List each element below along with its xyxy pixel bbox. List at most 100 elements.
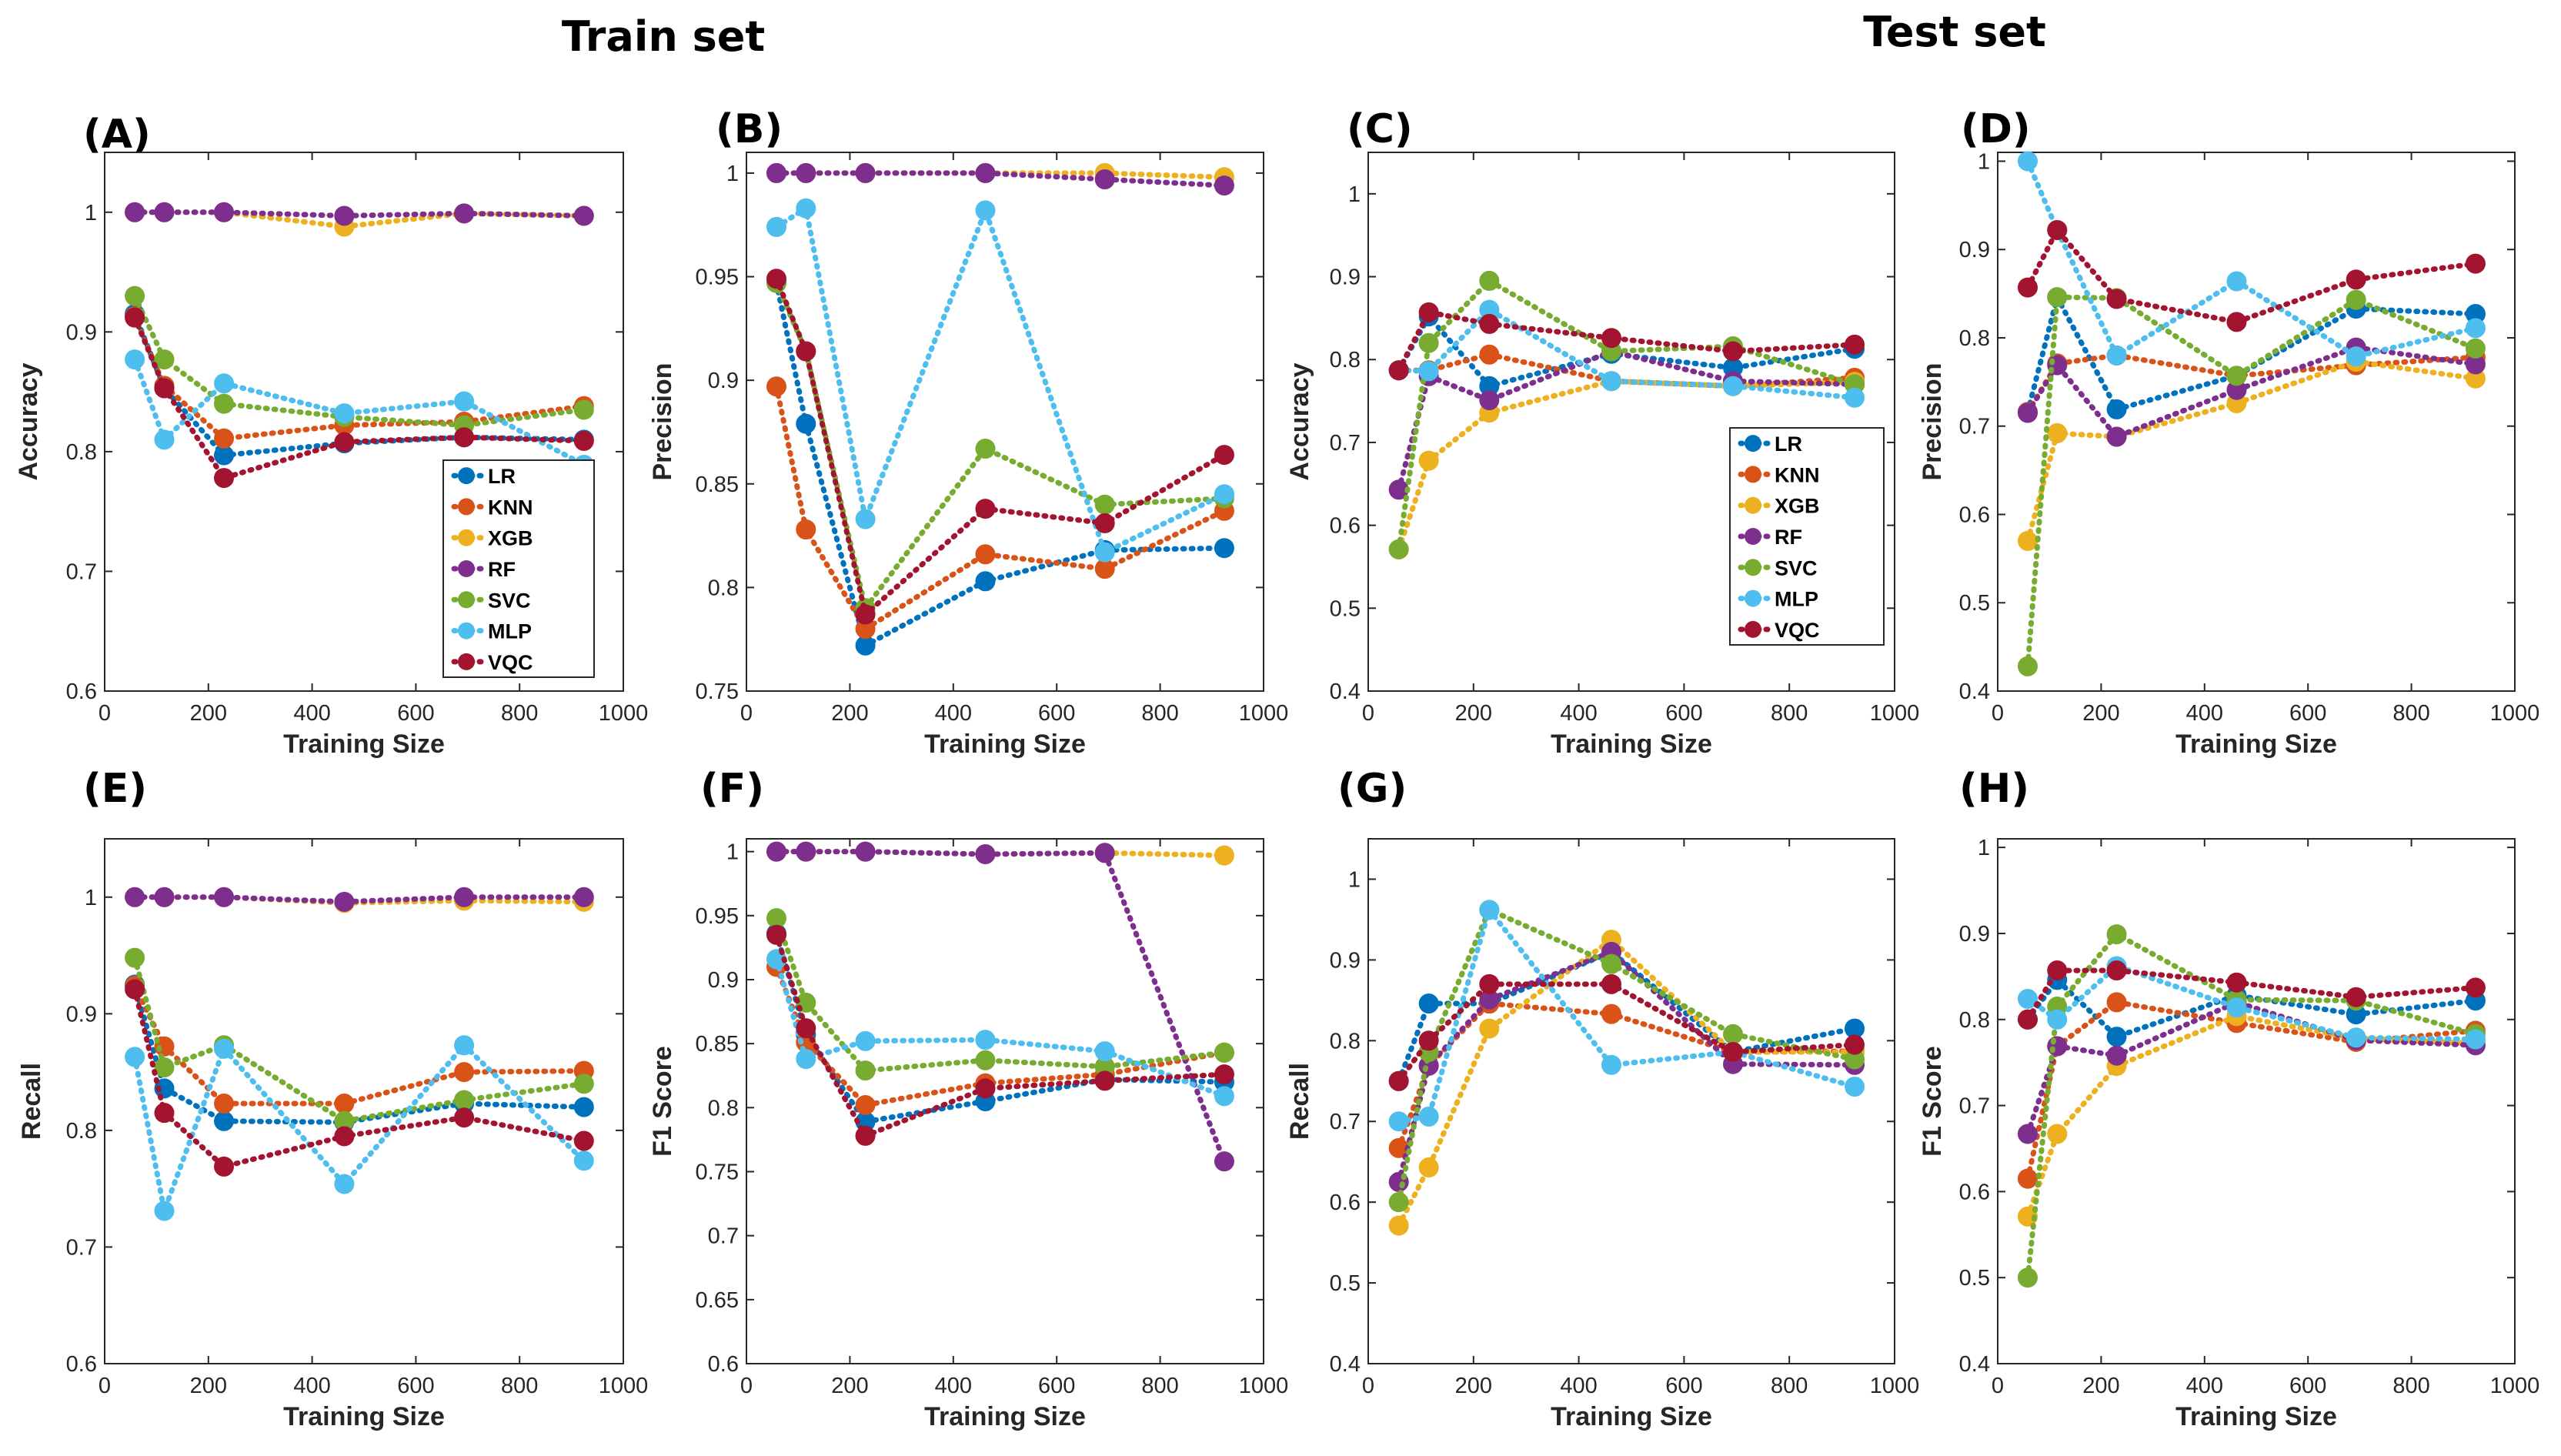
data-point [2017,151,2038,172]
y-tick-label: 0.9 [66,1002,97,1027]
plot-frame [1997,838,2516,1364]
legend-marker [458,467,475,485]
data-point [2226,366,2247,386]
data-point [214,468,235,489]
data-point [154,429,175,450]
series-line [132,981,587,1125]
data-point [1418,302,1439,322]
data-point [2346,1027,2366,1048]
y-tick-label: 1 [85,201,97,225]
data-point [1845,1077,1865,1097]
y-tick-label: 1 [1348,867,1361,892]
x-axis-label: Training Size [1551,1402,1712,1431]
data-point [2346,346,2366,367]
y-tick-label: 0.95 [696,265,739,290]
series-line [1396,1000,1858,1151]
y-tick-label: 0.9 [708,369,739,393]
series-knn [2017,992,2486,1189]
train-set-title: Train set [562,12,765,61]
legend-marker [1745,496,1761,514]
x-tick-label: 800 [2392,1374,2429,1398]
y-tick-label: 0.8 [1330,1029,1361,1054]
series-svc [766,272,1234,619]
data-point [573,1150,594,1171]
legend-entry: XGB [1775,495,1820,518]
series-rf [125,887,594,912]
legend-marker [458,653,475,670]
data-point [454,887,475,907]
y-tick-label: 0.6 [708,1352,739,1377]
data-point [1094,542,1115,563]
legend-entry: XGB [488,527,533,550]
series-xgb [125,887,594,913]
legend-entry: MLP [488,620,532,643]
y-tick-label: 0.9 [66,320,97,345]
legend-entry: LR [1775,432,1802,456]
series-mlp [1388,299,1865,408]
series-vqc [2017,219,2486,332]
x-tick-label: 200 [831,701,868,726]
series-svc [1388,900,1865,1213]
data-point [1601,328,1622,349]
x-tick-label: 1000 [1870,701,1920,726]
data-point [2346,987,2366,1007]
data-point [214,1094,235,1114]
x-tick-label: 0 [98,1374,111,1398]
data-point [154,202,175,222]
data-point [1479,900,1500,920]
panel-d: (D) 0 200 400 600 800 1000 0.4 0.5 0.6 0.7 0.8 0.9 1 T… [1918,106,2539,759]
x-tick-label: 600 [1665,1374,1702,1398]
panel-label: (H) [1959,766,2029,812]
data-point [1094,1070,1115,1091]
data-point [125,1047,145,1067]
y-tick-label: 0.6 [66,680,97,704]
data-point [125,202,145,222]
data-point [454,1090,475,1110]
data-point [1388,1192,1409,1213]
series-line [773,932,1227,1140]
y-tick-label: 0.65 [696,1288,739,1313]
x-tick-label: 600 [397,701,434,726]
data-point [2017,1267,2038,1288]
x-tick-label: 800 [1141,701,1178,726]
panel-label: (C) [1347,106,1413,152]
data-point [2106,1045,2127,1066]
x-axis-label: Training Size [2175,730,2337,759]
legend-marker [458,560,475,577]
data-point [573,1130,594,1151]
series-line [1396,309,1858,373]
y-tick-label: 0.7 [1959,1094,1990,1119]
data-point [796,341,816,362]
data-point [573,1074,594,1094]
plot-frame [104,152,624,692]
series-line [773,956,1227,1099]
data-point [1601,1004,1622,1024]
series-line [2025,159,2479,359]
data-point [1479,973,1500,994]
x-tick-label: 1000 [2490,1374,2540,1398]
panel-a: (A) 0 200 400 600 800 1000 0.6 0.7 0.8 0.9 1 Trainin… [14,112,648,759]
panel-label: (D) [1961,106,2031,152]
data-point [975,162,996,183]
data-point [2106,289,2127,309]
data-point [2106,1027,2127,1047]
data-point [125,887,145,907]
data-point [766,376,786,397]
data-point [1214,845,1234,866]
data-point [975,1030,996,1050]
data-point [214,1038,235,1059]
data-point [573,430,594,451]
x-tick-label: 800 [501,1374,538,1398]
plot-frame [1367,152,1895,692]
series-svc [2017,924,2486,1288]
y-tick-label: 1 [726,162,739,186]
legend-marker [1745,589,1761,607]
y-tick-label: 0.8 [1959,326,1990,351]
series-vqc [766,924,1234,1146]
data-point [2106,924,2127,945]
series-line [132,311,587,459]
series-line [1396,277,1858,553]
data-point [214,393,235,414]
data-point [2346,269,2366,290]
x-tick-label: 1000 [599,1374,649,1398]
